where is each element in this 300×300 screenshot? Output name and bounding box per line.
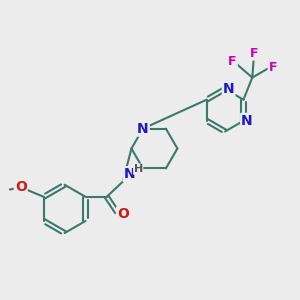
Text: F: F xyxy=(228,55,237,68)
Text: N: N xyxy=(124,167,135,181)
Text: N: N xyxy=(241,114,253,128)
Text: F: F xyxy=(250,46,258,60)
Text: F: F xyxy=(268,61,277,74)
Text: O: O xyxy=(15,179,27,194)
Text: N: N xyxy=(137,122,149,136)
Text: N: N xyxy=(223,82,234,96)
Text: H: H xyxy=(134,164,143,174)
Text: O: O xyxy=(117,208,129,221)
